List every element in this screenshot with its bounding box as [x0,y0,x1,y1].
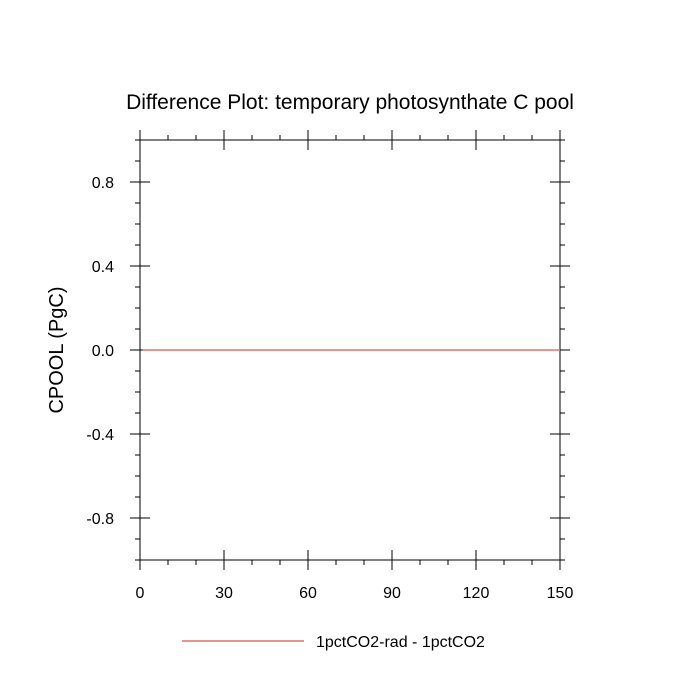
y-tick-label: 0.0 [92,343,114,360]
chart-title: Difference Plot: temporary photosynthate… [126,91,574,114]
y-tick-label: 0.8 [92,175,114,192]
x-tick-label: 150 [547,585,574,602]
x-tick-label: 30 [215,585,233,602]
x-tick-label: 90 [383,585,401,602]
legend-label: 1pctCO2-rad - 1pctCO2 [316,634,485,651]
y-tick-label: -0.8 [86,511,114,528]
legend: 1pctCO2-rad - 1pctCO2 [182,634,485,651]
x-tick-label: 0 [136,585,145,602]
y-tick-label: 0.4 [92,259,114,276]
x-tick-label: 60 [299,585,317,602]
x-tick-label: 120 [463,585,490,602]
tick-labels: 0 30 60 90 120 150 -0.8 -0.4 0.0 0.4 0.8 [86,175,573,602]
y-tick-label: -0.4 [86,427,114,444]
y-axis-label: CPOOL (PgC) [46,286,68,413]
